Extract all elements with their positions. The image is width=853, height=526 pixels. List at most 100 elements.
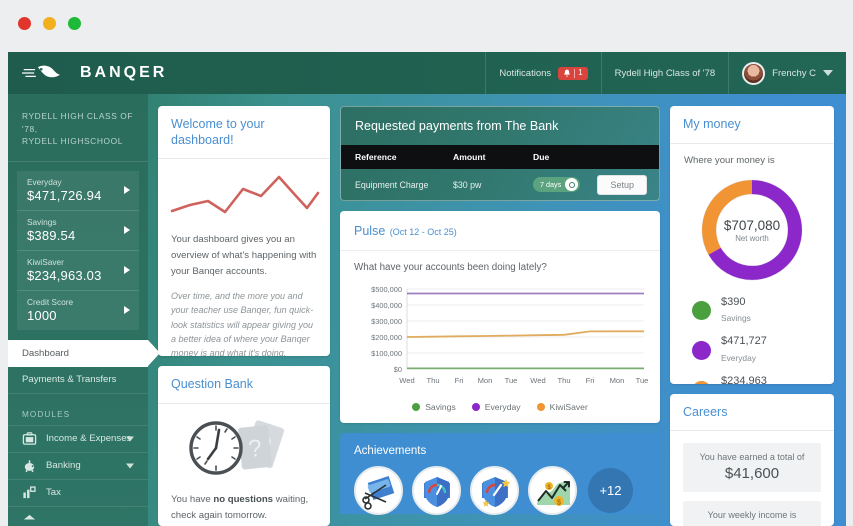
careers-weekly-label: Your weekly income is	[707, 510, 797, 521]
welcome-note: Over time, and the more you and your tea…	[171, 290, 314, 357]
legend-label: Everyday	[484, 402, 521, 412]
sidebar-item-label: Dashboard	[22, 347, 69, 359]
legend-item-kiwisaver: KiwiSaver	[536, 402, 588, 412]
pulse-chart-wrap: $500,000 $400,000 $300,000 $200,000 $100…	[340, 277, 660, 394]
wallet-icon	[22, 432, 37, 446]
account-item-savings[interactable]: Savings $389.54	[17, 210, 139, 251]
welcome-sparkline-chart	[170, 175, 320, 214]
cell-amount: $30 pw	[453, 179, 482, 190]
account-value: $471,726.94	[27, 187, 102, 203]
column-header-due: Due	[533, 152, 550, 162]
middle-column: Requested payments from The Bank Referen…	[340, 106, 660, 526]
requested-payments-header-row: Reference Amount Due	[341, 145, 659, 169]
achievements-card: Achievements	[340, 433, 660, 515]
legend-item-everyday: Everyday	[471, 402, 521, 412]
account-list: Everyday $471,726.94 Savings $389.54 Kiw…	[8, 162, 148, 330]
sidebar-item-banking[interactable]: Banking	[8, 451, 148, 479]
chevron-right-icon	[124, 186, 130, 195]
legend-amount: $471,727	[721, 335, 767, 348]
legend-amount: $234,963	[721, 374, 767, 384]
donut-center-label: Net worth	[735, 234, 769, 243]
class-selector[interactable]: Rydell High Class of '78	[600, 52, 729, 94]
close-window-button[interactable]	[18, 17, 31, 30]
right-column: My money Where your money is	[670, 106, 834, 526]
svg-text:$: $	[547, 485, 551, 491]
top-navigation-bar: BANQER Notifications 1 Rydell High	[8, 52, 846, 94]
account-item-credit-score[interactable]: Credit Score 1000	[17, 290, 139, 330]
achievement-badge-growth-coins[interactable]: $ $	[528, 466, 577, 515]
sidebar-item-label: Income & Expenses	[46, 433, 132, 445]
question-bank-body: You have no questions waiting, check aga…	[158, 490, 330, 526]
account-label: KiwiSaver	[27, 256, 64, 267]
house-icon	[23, 515, 36, 520]
pulse-header: Pulse (Oct 12 - Oct 25)	[340, 211, 660, 251]
pulse-line-chart: $500,000 $400,000 $300,000 $200,000 $100…	[371, 285, 648, 385]
svg-text:Wed: Wed	[399, 376, 414, 385]
svg-text:Mon: Mon	[478, 376, 493, 385]
account-item-everyday[interactable]: Everyday $471,726.94	[17, 170, 139, 211]
careers-weekly-box: Your weekly income is	[683, 501, 821, 526]
sidebar-item-partial[interactable]	[8, 505, 148, 526]
sidebar-nav: Dashboard Payments & Transfers	[8, 339, 160, 394]
chevron-right-icon	[124, 266, 130, 275]
careers-card: Careers You have earned a total of $41,6…	[670, 393, 834, 526]
pulse-card: Pulse (Oct 12 - Oct 25) What have your a…	[340, 211, 660, 423]
brand-logo-group[interactable]: BANQER	[8, 62, 208, 84]
my-money-subtitle: Where your money is	[684, 154, 775, 166]
requested-payments-card: Requested payments from The Bank Referen…	[340, 106, 660, 201]
careers-title: Careers	[670, 394, 834, 432]
zoom-window-button[interactable]	[68, 17, 81, 30]
user-menu[interactable]: Frenchy C	[728, 52, 846, 94]
svg-text:$300,000: $300,000	[371, 317, 402, 326]
donut-center-value: $707,080	[724, 218, 780, 233]
account-value: $389.54	[27, 227, 76, 243]
credit-card-scissors-icon	[361, 475, 394, 510]
svg-text:Tue: Tue	[505, 376, 518, 385]
legend-text: $471,727 Everyday	[721, 335, 767, 366]
welcome-body: Your dashboard gives you an overview of …	[158, 228, 330, 356]
account-label: Credit Score	[27, 296, 74, 307]
sidebar-item-tax[interactable]: Tax	[8, 478, 148, 506]
welcome-paragraph: Your dashboard gives you an overview of …	[171, 234, 317, 277]
school-line-1: RYDELL HIGH CLASS OF '78,	[22, 111, 134, 134]
left-column: Welcome to your dashboard! Your dashboar…	[158, 106, 330, 526]
legend-dot	[536, 403, 545, 411]
sidebar-item-label: Banking	[46, 460, 81, 472]
sidebar: RYDELL HIGH CLASS OF '78, RYDELL HIGHSCH…	[8, 94, 160, 526]
cell-due: 7 days	[533, 177, 587, 192]
account-value: 1000	[27, 307, 57, 323]
svg-text:Thu: Thu	[557, 376, 570, 385]
top-nav-items: Notifications 1 Rydell High Class of '78	[485, 52, 846, 94]
sidebar-item-dashboard[interactable]: Dashboard	[8, 339, 160, 367]
school-line-2: RYDELL HIGHSCHOOL	[22, 136, 123, 147]
welcome-card: Welcome to your dashboard! Your dashboar…	[158, 106, 330, 357]
chevron-right-icon	[124, 226, 130, 235]
account-value: $234,963.03	[27, 267, 102, 283]
minimize-window-button[interactable]	[43, 17, 56, 30]
notifications-label: Notifications	[499, 67, 552, 79]
achievement-badge-shield-speedometer[interactable]	[412, 466, 461, 515]
list-item: $471,727 Everyday	[692, 335, 820, 366]
badge-divider	[574, 68, 576, 78]
notification-badge[interactable]: 1	[558, 66, 588, 80]
account-label: Savings	[27, 216, 57, 227]
bell-icon	[564, 69, 571, 77]
welcome-title: Welcome to your dashboard!	[158, 106, 330, 160]
column-header-amount: Amount	[453, 152, 486, 162]
chevron-down-icon	[823, 70, 833, 76]
svg-text:$100,000: $100,000	[371, 349, 402, 358]
app-window: BANQER Notifications 1 Rydell High	[8, 52, 846, 526]
due-toggle[interactable]: 7 days	[533, 177, 581, 192]
achievement-badge-shield-star[interactable]	[470, 466, 519, 515]
svg-text:$200,000: $200,000	[371, 333, 402, 342]
sidebar-item-payments-transfers[interactable]: Payments & Transfers	[8, 367, 148, 394]
sidebar-item-income-expenses[interactable]: Income & Expenses	[8, 424, 148, 452]
achievement-badge-credit-card-scissors[interactable]	[354, 466, 403, 515]
school-name: RYDELL HIGH CLASS OF '78, RYDELL HIGHSCH…	[8, 94, 148, 162]
account-label: Everyday	[27, 176, 62, 187]
notifications-button[interactable]: Notifications 1	[485, 52, 600, 94]
account-item-kiwisaver[interactable]: KiwiSaver $234,963.03	[17, 250, 139, 291]
achievements-more-button[interactable]: +12	[588, 468, 633, 513]
setup-button[interactable]: Setup	[597, 174, 647, 195]
